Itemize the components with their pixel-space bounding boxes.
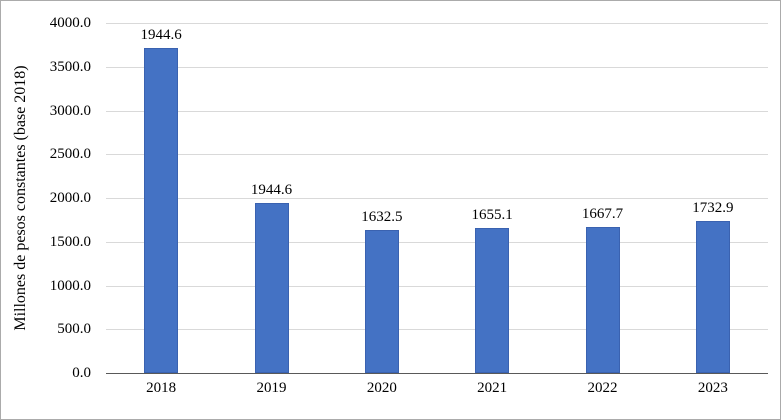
gridline [106, 241, 768, 243]
y-tick-label: 2000.0 [49, 190, 91, 206]
gridline [106, 110, 768, 112]
y-tick-label: 1000.0 [49, 277, 91, 294]
x-tick-label: 2021 [477, 380, 508, 396]
bar [585, 227, 620, 373]
bar-data-label: 1632.5 [361, 209, 403, 226]
y-tick-label: 3500.0 [49, 58, 91, 75]
bar [254, 202, 289, 373]
gridline [106, 23, 768, 24]
x-tick-label: 2018 [146, 380, 177, 396]
gridline [106, 66, 768, 68]
y-axis: 0.0 500.0 1000.0 1500.0 2000.0 2500.0 3000.0 35… [1, 15, 99, 381]
bar [364, 230, 399, 373]
gridline [106, 198, 768, 199]
bar-data-label: 1655.1 [471, 207, 513, 224]
bar [475, 228, 510, 373]
bar [144, 47, 179, 373]
y-tick-label: 3000.0 [49, 102, 91, 119]
bar-data-label: 1732.9 [692, 200, 734, 217]
bar-data-label: 1944.6 [250, 181, 293, 198]
gridline [106, 329, 768, 331]
gridline [106, 285, 768, 287]
x-tick-label: 2020 [366, 380, 397, 396]
x-tick-label: 2019 [256, 380, 287, 396]
y-tick-label: 500.0 [57, 321, 91, 338]
y-tick-label: 4000.0 [49, 15, 91, 31]
gridline [106, 154, 768, 156]
x-tick-label: 2023 [697, 380, 728, 396]
plot-area: 1944.6 1944.6 1632.5 1655.1 1667.7 1732.9 [106, 23, 768, 374]
y-tick-label: 0.0 [72, 365, 91, 381]
bar-data-label: 1667.7 [581, 206, 624, 223]
y-tick-label: 1500.0 [49, 233, 91, 250]
y-tick-label: 2500.0 [49, 146, 91, 163]
bar [695, 221, 730, 373]
x-tick-label: 2022 [587, 380, 618, 396]
x-axis: 2018 2019 2020 2021 2022 2023 [106, 379, 768, 403]
bar-data-label: 1944.6 [140, 26, 182, 43]
